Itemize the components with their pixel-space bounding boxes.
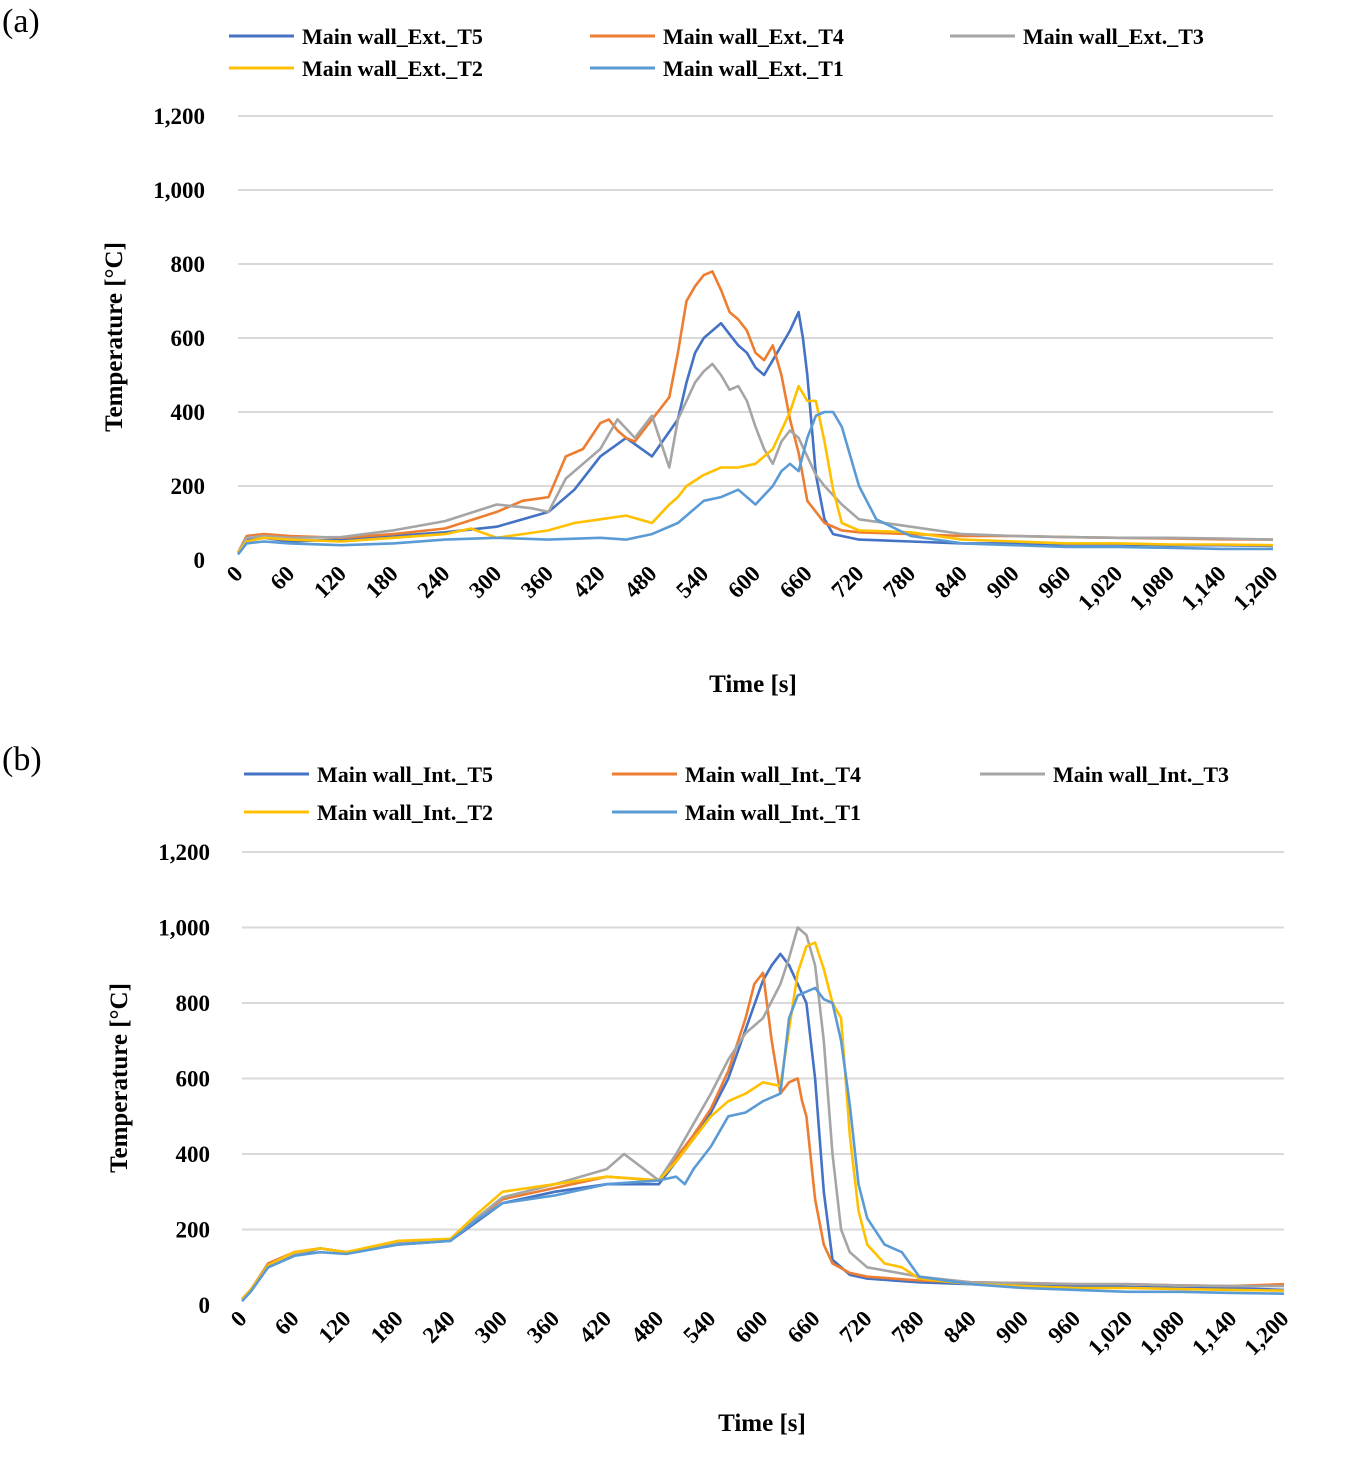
y-tick-label: 600 xyxy=(171,326,206,351)
x-tick-labels-a: 0 60 120 180 240 300 360 420 480 540 600 660 720 780 8… xyxy=(222,561,1283,615)
y-tick-label: 0 xyxy=(194,548,206,573)
legend-label: Main wall_Ext._T4 xyxy=(663,24,844,49)
legend-label: Main wall_Int._T1 xyxy=(685,800,861,825)
y-tick-label: 1,000 xyxy=(158,916,210,941)
x-tick-label: 1,080 xyxy=(1125,561,1179,615)
x-tick-label: 360 xyxy=(516,561,558,603)
legend-a: Main wall_Ext._T5 Main wall_Ext._T4 Main w… xyxy=(229,24,1204,81)
series-line-main-wall-ext-t5 xyxy=(236,310,1274,554)
x-tick-label: 1,020 xyxy=(1083,1306,1137,1360)
y-axis-title-b: Temperature [°C] xyxy=(106,983,133,1173)
legend-label: Main wall_Ext._T1 xyxy=(663,56,844,81)
y-axis-title-a: Temperature [°C] xyxy=(101,242,128,432)
y-tick-label: 800 xyxy=(176,991,211,1016)
x-tick-label: 420 xyxy=(568,561,610,603)
x-tick-label: 660 xyxy=(775,561,817,603)
x-tick-label: 600 xyxy=(730,1306,772,1348)
series-line-main-wall-int-t4 xyxy=(241,971,1285,1301)
y-tick-label: 1,200 xyxy=(158,840,210,865)
legend-b: Main wall_Int._T5 Main wall_Int._T4 Main w… xyxy=(244,762,1229,825)
series-line-main-wall-ext-t1 xyxy=(236,410,1273,556)
series-line-main-wall-int-t1 xyxy=(241,986,1285,1303)
y-tick-label: 400 xyxy=(176,1142,211,1167)
series-line-main-wall-int-t3 xyxy=(241,926,1284,1301)
x-tick-label: 720 xyxy=(826,561,868,603)
x-tick-label: 300 xyxy=(470,1306,512,1348)
panel-label-a: (a) xyxy=(2,3,40,40)
x-tick-label: 540 xyxy=(678,1306,720,1348)
x-tick-label: 1,140 xyxy=(1187,1306,1241,1360)
x-axis-title-a: Time [s] xyxy=(709,671,797,698)
x-tick-label: 360 xyxy=(522,1306,564,1348)
y-tick-label: 0 xyxy=(199,1293,211,1318)
x-tick-label: 120 xyxy=(309,561,351,603)
gridlines-b xyxy=(242,851,1284,1231)
series-line-main-wall-ext-t2 xyxy=(236,384,1274,554)
x-tick-label: 0 xyxy=(226,1306,252,1332)
panel-label-b: (b) xyxy=(2,741,42,778)
x-tick-labels-b: 0 60 120 180 240 300 360 420 480 540 600 660 720 780 8… xyxy=(226,1306,1294,1360)
y-tick-label: 600 xyxy=(176,1067,211,1092)
legend-label: Main wall_Int._T4 xyxy=(685,762,861,787)
legend-label: Main wall_Int._T2 xyxy=(317,800,493,825)
x-tick-label: 180 xyxy=(361,561,403,603)
x-tick-label: 600 xyxy=(723,561,765,603)
y-tick-label: 1,000 xyxy=(153,178,205,203)
x-axis-title-b: Time [s] xyxy=(718,1410,806,1437)
x-tick-label: 180 xyxy=(366,1306,408,1348)
y-tick-label: 400 xyxy=(171,400,206,425)
x-tick-label: 420 xyxy=(574,1306,616,1348)
x-tick-label: 720 xyxy=(835,1306,877,1348)
series-group-a xyxy=(236,270,1274,556)
x-tick-label: 120 xyxy=(314,1306,356,1348)
y-tick-label: 800 xyxy=(171,252,206,277)
y-tick-labels-a: 0 200 400 600 800 1,000 1,200 xyxy=(153,104,205,573)
x-tick-label: 1,200 xyxy=(1228,561,1282,615)
x-tick-label: 780 xyxy=(887,1306,929,1348)
x-tick-label: 0 xyxy=(222,561,248,587)
x-tick-label: 240 xyxy=(418,1306,460,1348)
x-tick-label: 960 xyxy=(1033,561,1075,603)
series-line-main-wall-int-t5 xyxy=(241,952,1285,1301)
gridlines-a xyxy=(238,115,1273,487)
x-tick-label: 60 xyxy=(265,561,299,595)
x-tick-label: 1,020 xyxy=(1073,561,1127,615)
series-line-main-wall-ext-t3 xyxy=(236,362,1274,554)
x-tick-label: 660 xyxy=(783,1306,825,1348)
x-tick-label: 840 xyxy=(939,1306,981,1348)
legend-label: Main wall_Int._T5 xyxy=(317,762,493,787)
x-tick-label: 840 xyxy=(930,561,972,603)
legend-label: Main wall_Ext._T5 xyxy=(302,24,483,49)
legend-label: Main wall_Ext._T2 xyxy=(302,56,483,81)
x-tick-label: 540 xyxy=(671,561,713,603)
x-tick-label: 900 xyxy=(991,1306,1033,1348)
chart-panel-b: (b) Main wall_Int._T5 Main wall_Int._T4 Ma… xyxy=(2,741,1294,1437)
x-tick-label: 480 xyxy=(626,1306,668,1348)
x-tick-label: 300 xyxy=(464,561,506,603)
chart-panel-a: (a) Main wall_Ext._T5 Main wall_Ext._T4 Ma… xyxy=(2,3,1283,698)
x-tick-label: 1,200 xyxy=(1239,1306,1293,1360)
x-tick-label: 480 xyxy=(619,561,661,603)
x-tick-label: 60 xyxy=(270,1306,304,1340)
x-tick-label: 780 xyxy=(878,561,920,603)
x-tick-label: 960 xyxy=(1043,1306,1085,1348)
y-tick-label: 200 xyxy=(171,474,206,499)
legend-label: Main wall_Ext._T3 xyxy=(1023,24,1204,49)
y-tick-label: 200 xyxy=(176,1218,211,1243)
legend-label: Main wall_Int._T3 xyxy=(1053,762,1229,787)
x-tick-label: 1,080 xyxy=(1135,1306,1189,1360)
x-tick-label: 1,140 xyxy=(1177,561,1231,615)
y-tick-labels-b: 0 200 400 600 800 1,000 1,200 xyxy=(158,840,210,1318)
series-group-b xyxy=(241,926,1285,1303)
x-tick-label: 240 xyxy=(412,561,454,603)
x-tick-label: 900 xyxy=(982,561,1024,603)
y-tick-label: 1,200 xyxy=(153,104,205,129)
